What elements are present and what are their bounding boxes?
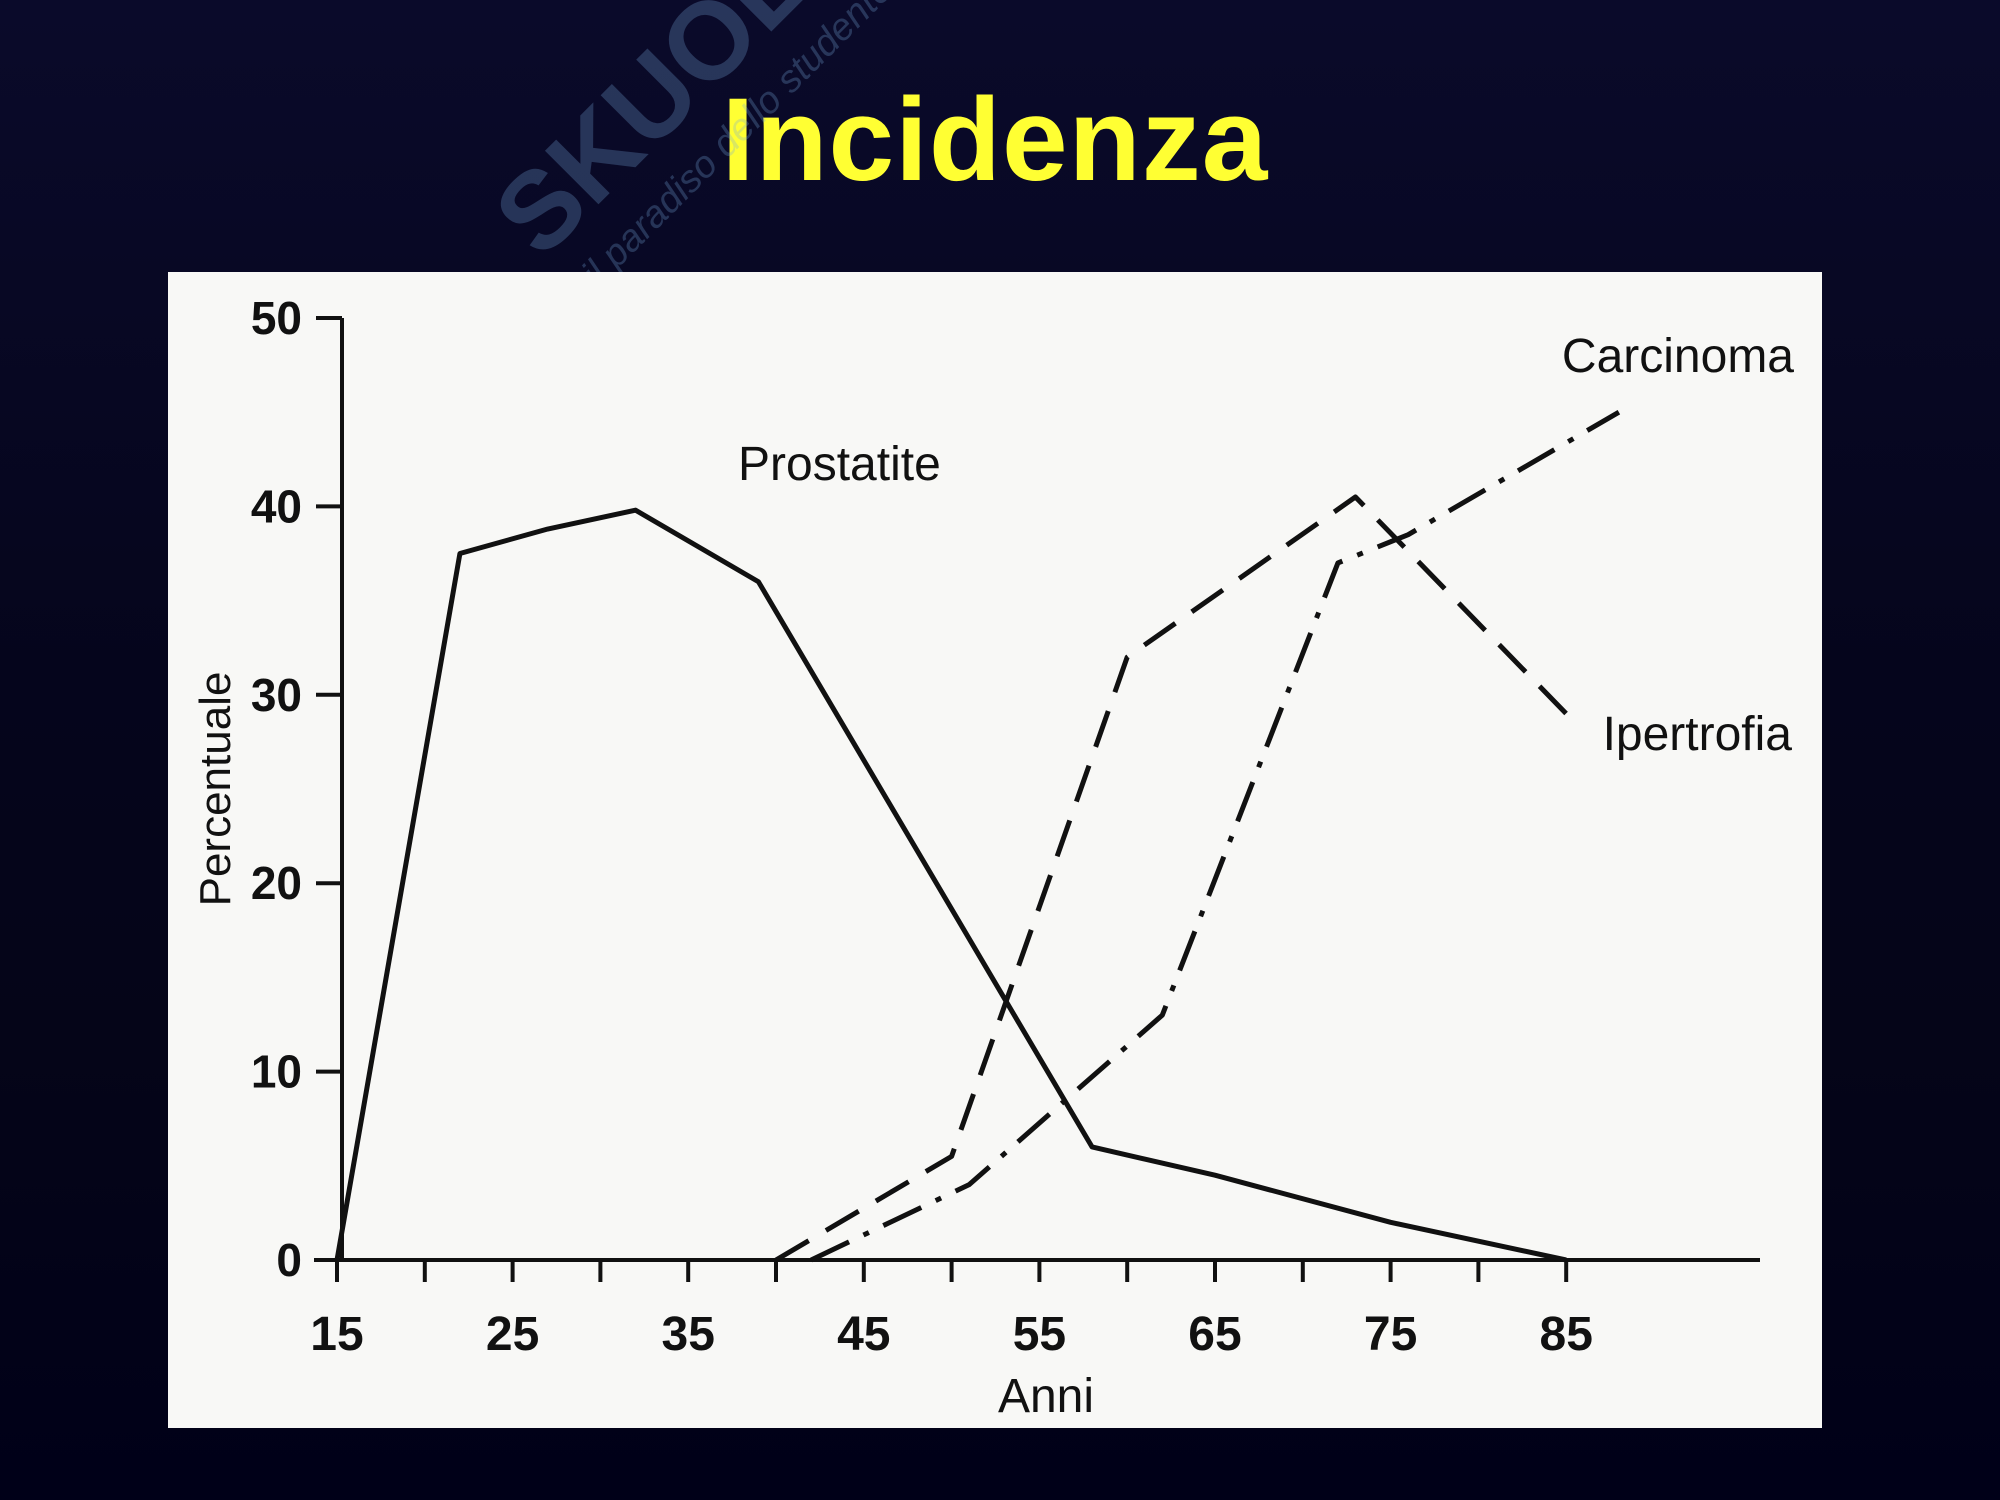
y-tick-label: 50 [251, 292, 302, 344]
chart-panel: 0 10 20 30 40 50 15 25 35 45 55 65 75 85 Anni Percentua… [168, 272, 1822, 1428]
x-tick-label: 75 [1364, 1308, 1417, 1361]
x-tick-label: 65 [1188, 1308, 1241, 1361]
y-tick-label: 30 [251, 669, 302, 721]
y-axis-label: Percentuale [191, 672, 240, 907]
series-label-ipertrofia: Ipertrofia [1603, 708, 1793, 761]
x-tick-label: 85 [1540, 1308, 1593, 1361]
y-tick-label: 10 [251, 1046, 302, 1098]
y-tick-label: 40 [251, 480, 302, 532]
x-tick-label: 55 [1013, 1308, 1066, 1361]
x-tick-label: 35 [662, 1308, 715, 1361]
series-label-carcinoma: Carcinoma [1562, 330, 1794, 383]
x-axis-label: Anni [998, 1370, 1094, 1423]
x-tick-label: 15 [310, 1308, 363, 1361]
x-tick-label: 45 [837, 1308, 890, 1361]
y-tick-label: 20 [251, 857, 302, 909]
x-tick-label: 25 [486, 1308, 539, 1361]
slide-title: Incidenza [721, 74, 1269, 206]
series-line-ipertrofia [774, 494, 1568, 1263]
series-line-prostatite [334, 507, 1567, 1263]
chart-axes: 0 10 20 30 40 50 15 25 35 45 55 65 75 85 Anni Percentua… [191, 292, 1760, 1423]
line-chart: 0 10 20 30 40 50 15 25 35 45 55 65 75 85 Anni Percentua… [191, 292, 1794, 1423]
chart-labels: Prostatite Ipertrofia Carcinoma [738, 330, 1794, 761]
series-line-carcinoma [810, 410, 1621, 1263]
series-label-prostatite: Prostatite [738, 438, 941, 491]
y-tick-label: 0 [276, 1234, 302, 1286]
chart-lines [334, 410, 1621, 1263]
